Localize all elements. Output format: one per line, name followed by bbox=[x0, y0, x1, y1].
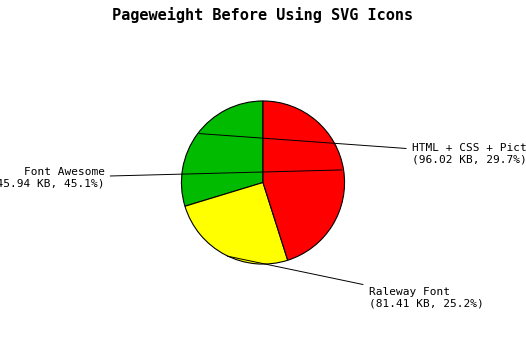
Text: Font Awesome
(145.94 KB, 45.1%): Font Awesome (145.94 KB, 45.1%) bbox=[0, 167, 342, 189]
Wedge shape bbox=[181, 101, 263, 206]
Text: HTML + CSS + Picture
(96.02 KB, 29.7%): HTML + CSS + Picture (96.02 KB, 29.7%) bbox=[199, 134, 526, 165]
Wedge shape bbox=[185, 183, 288, 264]
Text: Raleway Font
(81.41 KB, 25.2%): Raleway Font (81.41 KB, 25.2%) bbox=[227, 256, 483, 309]
Title: Pageweight Before Using SVG Icons: Pageweight Before Using SVG Icons bbox=[113, 7, 413, 23]
Wedge shape bbox=[263, 101, 345, 260]
